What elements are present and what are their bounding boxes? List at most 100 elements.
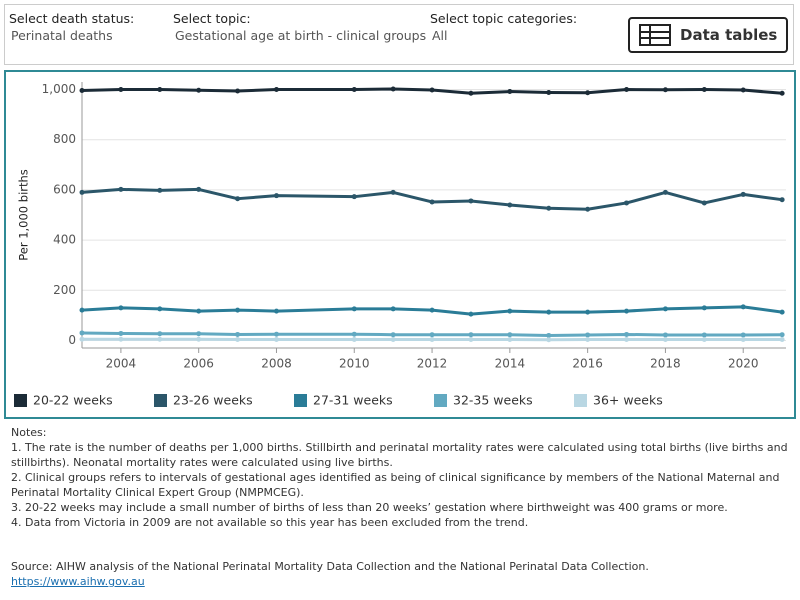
data-point — [468, 311, 474, 317]
data-point — [429, 336, 435, 342]
data-point — [390, 189, 396, 195]
data-point — [157, 306, 163, 312]
y-tick-label: 200 — [53, 283, 76, 297]
data-point — [662, 336, 668, 342]
data-point — [585, 332, 591, 338]
data-point — [701, 87, 707, 93]
data-point — [624, 200, 630, 206]
x-tick-label: 2016 — [572, 357, 603, 371]
note: 1. The rate is the number of deaths per … — [11, 441, 788, 469]
data-point — [157, 331, 163, 337]
filter-value[interactable]: Gestational age at birth - clinical grou… — [175, 28, 427, 43]
x-tick-label: 2014 — [495, 357, 526, 371]
data-point — [546, 205, 552, 211]
data-point — [79, 330, 85, 336]
note: 3. 20-22 weeks may include a small numbe… — [11, 501, 728, 514]
notes-title: Notes: — [11, 426, 47, 439]
chart: 0 200 400 600 800 1,000 2004 2006 2008 2010 2012 20… — [14, 82, 786, 408]
data-tables-button[interactable]: Data tables — [628, 17, 788, 53]
data-point — [779, 197, 785, 203]
data-point — [79, 88, 85, 94]
y-tick-label: 0 — [68, 333, 76, 347]
data-point — [235, 331, 241, 337]
data-point — [118, 305, 124, 311]
x-tick-label: 2018 — [650, 357, 681, 371]
data-point — [79, 307, 85, 313]
x-tick-label: 2020 — [728, 357, 759, 371]
data-point — [507, 308, 513, 314]
series-line — [81, 331, 783, 337]
data-point — [351, 87, 357, 93]
data-point — [740, 332, 746, 338]
button-label: Data tables — [680, 26, 778, 44]
data-point — [624, 87, 630, 93]
data-point — [585, 206, 591, 212]
data-point — [779, 309, 785, 315]
legend-label: 32-35 weeks — [453, 393, 533, 408]
data-point — [468, 90, 474, 96]
data-point — [390, 336, 396, 342]
data-point — [662, 189, 668, 195]
data-point — [701, 332, 707, 338]
series-line — [81, 87, 783, 95]
series-line — [81, 305, 783, 316]
legend-label: 27-31 weeks — [313, 393, 393, 408]
data-point — [546, 309, 552, 315]
data-point — [118, 336, 124, 342]
filter-value[interactable]: Perinatal deaths — [11, 28, 113, 43]
data-point — [351, 306, 357, 312]
source-link[interactable]: https://www.aihw.gov.au — [11, 575, 145, 588]
legend-swatch — [294, 394, 307, 407]
data-point — [157, 87, 163, 93]
data-point — [235, 196, 241, 202]
legend-swatch — [434, 394, 447, 407]
x-tick-label: 2006 — [183, 357, 214, 371]
y-tick-label: 1,000 — [42, 82, 76, 96]
source: Source: AIHW analysis of the National Pe… — [11, 559, 649, 589]
data-point — [740, 336, 746, 342]
legend-swatch — [574, 394, 587, 407]
filter-bar: Select death status: Perinatal deaths Se… — [4, 4, 794, 65]
data-point — [429, 199, 435, 205]
filter-label: Select topic: — [173, 11, 251, 26]
legend-label: 36+ weeks — [593, 393, 663, 408]
data-point — [429, 332, 435, 338]
chart-frame — [4, 70, 796, 419]
data-point — [585, 90, 591, 96]
data-point — [79, 189, 85, 195]
data-point — [546, 332, 552, 338]
y-tick-label: 800 — [53, 132, 76, 146]
series-line — [82, 337, 783, 342]
data-point — [273, 193, 279, 199]
data-point — [196, 336, 202, 342]
data-point — [235, 307, 241, 313]
data-point — [429, 87, 435, 93]
data-point — [624, 331, 630, 337]
note: 4. Data from Victoria in 2009 are not av… — [11, 516, 529, 529]
data-point — [585, 309, 591, 315]
data-point — [351, 194, 357, 200]
data-point — [118, 186, 124, 192]
data-point — [273, 308, 279, 314]
data-point — [507, 332, 513, 338]
x-tick-label: 2012 — [417, 357, 448, 371]
filter-value[interactable]: All — [432, 28, 448, 43]
data-point — [273, 87, 279, 93]
data-point — [779, 332, 785, 338]
data-point — [390, 86, 396, 92]
filter-label: Select death status: — [9, 11, 135, 26]
data-point — [235, 88, 241, 94]
data-point — [585, 336, 591, 342]
data-point — [235, 336, 241, 342]
filter-label: Select topic categories: — [430, 11, 578, 26]
data-point — [701, 336, 707, 342]
data-point — [429, 307, 435, 313]
data-point — [351, 336, 357, 342]
x-tick-label: 2008 — [261, 357, 292, 371]
source-text: Source: AIHW analysis of the National Pe… — [11, 560, 649, 573]
y-tick-label: 400 — [53, 233, 76, 247]
data-point — [740, 304, 746, 310]
y-tick-label: 600 — [53, 182, 76, 196]
data-point — [118, 87, 124, 93]
